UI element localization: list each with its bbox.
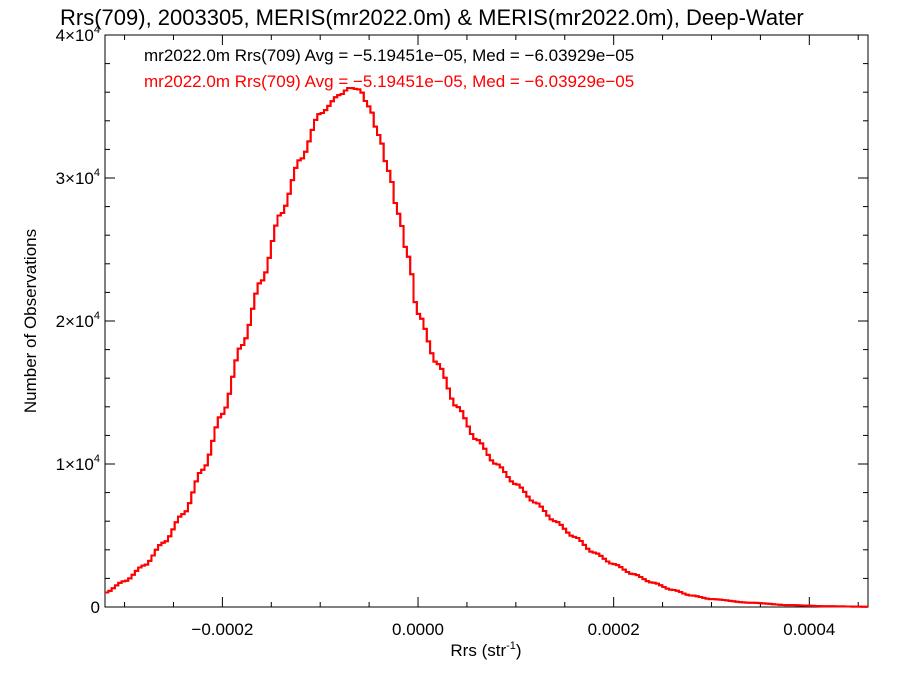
plot-frame [104, 34, 869, 608]
y-tick-label-base: 4×10 [56, 26, 94, 45]
legend: mr2022.0m Rrs(709) Avg = −5.19451e−05, M… [144, 46, 634, 91]
y-tick-label-base: 0 [91, 598, 100, 617]
y-tick-label: 4×104 [56, 24, 100, 45]
y-tick-label: 0 [91, 598, 100, 617]
y-tick-label-base: 1×10 [56, 455, 94, 474]
y-tick-label: 3×104 [56, 167, 100, 188]
x-tick-label: 0.0000 [392, 620, 444, 639]
y-tick-label-exponent: 4 [94, 24, 100, 36]
x-axis-label: Rrs (str-1) [450, 640, 521, 660]
y-axis-label: Number of Observations [21, 229, 40, 413]
series-layer [105, 87, 868, 608]
x-tick-label: 0.0002 [588, 620, 640, 639]
y-tick-label-exponent: 4 [94, 310, 100, 322]
y-tick-label: 1×104 [56, 453, 100, 474]
x-tick-label: 0.0004 [783, 620, 835, 639]
y-tick-label: 2×104 [56, 310, 100, 331]
chart-title: Rrs(709), 2003305, MERIS(mr2022.0m) & ME… [60, 5, 804, 30]
legend-entry-1: mr2022.0m Rrs(709) Avg = −5.19451e−05, M… [144, 46, 634, 65]
histogram-series-1 [105, 87, 868, 608]
legend-entry-2: mr2022.0m Rrs(709) Avg = −5.19451e−05, M… [144, 72, 634, 91]
y-tick-label-exponent: 4 [94, 167, 100, 179]
y-tick-label-base: 3×10 [56, 169, 94, 188]
x-axis-label-base: Rrs (str [450, 641, 506, 660]
x-axis-label-suffix: ) [516, 641, 522, 660]
y-tick-label-exponent: 4 [94, 453, 100, 465]
x-tick-label: −0.0002 [191, 620, 253, 639]
x-axis: −0.0002 0.0000 0.0002 0.0004 [124, 35, 859, 639]
y-tick-label-base: 2×10 [56, 312, 94, 331]
histogram-series-2 [105, 87, 868, 608]
x-axis-label-exponent: -1 [506, 640, 516, 652]
